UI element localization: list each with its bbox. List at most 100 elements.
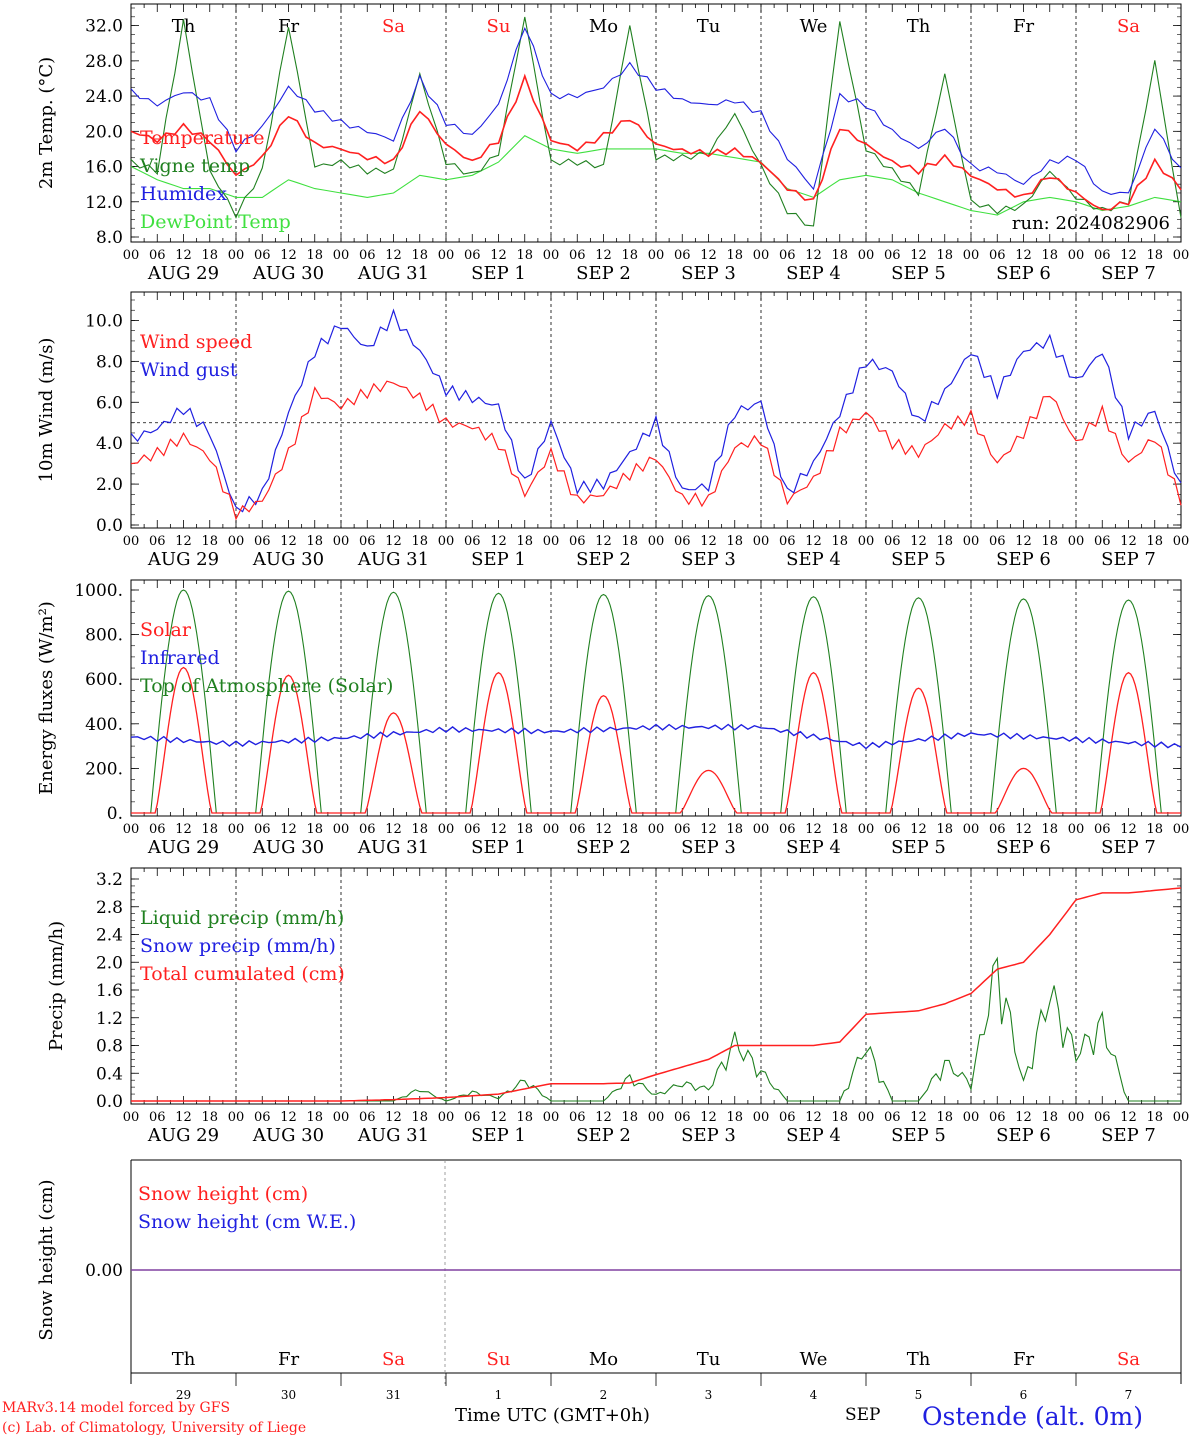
hour-label: 12 [805, 822, 822, 837]
hour-label: 18 [621, 1110, 638, 1125]
legend-entry: Snow height (cm W.E.) [138, 1211, 356, 1233]
hour-label: 18 [1041, 534, 1058, 549]
hour-label: 12 [700, 1110, 717, 1125]
date-label: AUG 29 [147, 837, 219, 858]
hour-label: 06 [464, 1110, 481, 1125]
hour-label: 18 [1146, 248, 1163, 263]
date-label: AUG 29 [147, 263, 219, 284]
hour-label: 12 [280, 534, 297, 549]
hour-label: 00 [858, 534, 875, 549]
date-label: SEP 5 [891, 1125, 946, 1146]
weekday-label: Fr [1013, 16, 1034, 37]
hour-label: 06 [569, 822, 586, 837]
date-label: SEP 2 [576, 837, 631, 858]
weekday-label: Mo [589, 16, 618, 37]
day-number-label: 6 [1020, 1388, 1028, 1402]
legend-entry: Liquid precip (mm/h) [140, 907, 344, 929]
hour-label: 00 [543, 822, 560, 837]
hour-label: 18 [201, 248, 218, 263]
date-label: SEP 7 [1101, 263, 1156, 284]
y-axis-title: 2m Temp. (°C) [36, 57, 57, 189]
date-label: AUG 30 [252, 837, 324, 858]
hour-label: 18 [306, 1110, 323, 1125]
legend-entry: Snow precip (mm/h) [140, 935, 336, 957]
hour-label: 18 [621, 248, 638, 263]
hour-label: 12 [490, 534, 507, 549]
hour-label: 12 [385, 534, 402, 549]
day-number-label: 3 [705, 1388, 713, 1402]
hour-label: 00 [648, 822, 665, 837]
date-label: SEP 6 [996, 1125, 1051, 1146]
weekday-label: Sa [382, 1349, 405, 1370]
date-label: AUG 31 [357, 837, 429, 858]
legend-entry: Humidex [140, 183, 227, 205]
y-tick-label: 1000. [74, 581, 123, 601]
weekday-label: Th [907, 1349, 931, 1370]
weekday-label: Th [907, 16, 931, 37]
hour-label: 06 [884, 248, 901, 263]
series-line-solar [131, 666, 1181, 814]
y-tick-label: 6.0 [96, 393, 123, 413]
weekday-label: Sa [1117, 1349, 1140, 1370]
hour-label: 00 [123, 534, 140, 549]
hour-label: 06 [359, 1110, 376, 1125]
hour-label: 06 [569, 534, 586, 549]
hour-label: 06 [149, 248, 166, 263]
hour-label: 12 [385, 1110, 402, 1125]
date-label: AUG 31 [357, 263, 429, 284]
y-axis-title: Energy fluxes (W/m²) [36, 601, 57, 795]
y-axis-title: Precip (mm/h) [46, 921, 67, 1051]
date-label: AUG 30 [252, 263, 324, 284]
date-label: SEP 5 [891, 837, 946, 858]
y-tick-label: 4.0 [96, 434, 123, 454]
y-tick-label: 32.0 [85, 17, 123, 37]
hour-label: 12 [1120, 534, 1137, 549]
hour-label: 12 [175, 248, 192, 263]
hour-label: 12 [805, 1110, 822, 1125]
hour-label: 12 [805, 248, 822, 263]
y-tick-label: 200. [85, 759, 123, 779]
date-label: SEP 4 [786, 837, 841, 858]
hour-label: 06 [779, 534, 796, 549]
hour-label: 00 [753, 822, 770, 837]
hour-label: 06 [464, 822, 481, 837]
y-tick-label: 600. [85, 670, 123, 690]
hour-label: 18 [936, 534, 953, 549]
hour-label: 18 [411, 1110, 428, 1125]
hour-label: 18 [306, 534, 323, 549]
weekday-label: Th [172, 1349, 196, 1370]
weekday-label: We [800, 16, 828, 37]
legend-entry: Infrared [140, 647, 220, 669]
weekday-label: Fr [1013, 1349, 1034, 1370]
hour-label: 06 [1094, 248, 1111, 263]
hour-label: 06 [149, 822, 166, 837]
hour-label: 12 [1015, 534, 1032, 549]
hour-label: 06 [254, 822, 271, 837]
footer-model: MARv3.14 model forced by GFS [2, 1400, 231, 1416]
hour-label: 00 [753, 248, 770, 263]
day-number-label: 2 [600, 1388, 608, 1402]
hour-label: 06 [884, 822, 901, 837]
hour-label: 06 [1094, 822, 1111, 837]
hour-label: 18 [936, 822, 953, 837]
station-label: Ostende (alt. 0m) [922, 1402, 1143, 1431]
hour-label: 00 [543, 534, 560, 549]
hour-label: 18 [621, 534, 638, 549]
date-label: SEP 6 [996, 837, 1051, 858]
weekday-label: Sa [382, 16, 405, 37]
y-tick-label: 2.0 [96, 475, 123, 495]
date-label: SEP 5 [891, 263, 946, 284]
hour-label: 12 [280, 248, 297, 263]
y-tick-label: 1.2 [96, 1009, 123, 1029]
date-label: SEP 1 [471, 1125, 526, 1146]
legend-entry: DewPoint Temp [140, 211, 291, 233]
weekday-label: Th [172, 16, 196, 37]
hour-label: 12 [280, 1110, 297, 1125]
date-label: SEP 1 [471, 549, 526, 570]
hour-label: 12 [700, 534, 717, 549]
hour-label: 06 [779, 822, 796, 837]
hour-label: 06 [779, 248, 796, 263]
weekday-label: Su [487, 1349, 511, 1370]
weekday-label: Mo [589, 1349, 618, 1370]
hour-label: 18 [201, 822, 218, 837]
